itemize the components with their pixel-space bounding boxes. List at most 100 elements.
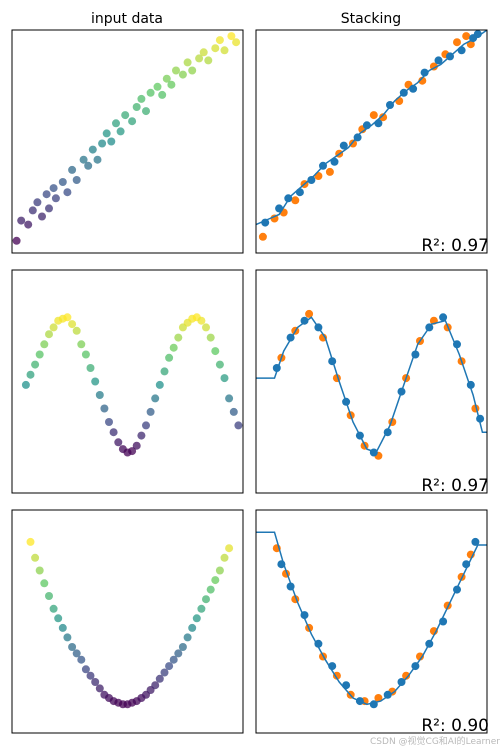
scatter-point	[146, 407, 155, 416]
scatter-point	[88, 145, 97, 154]
scatter-point	[128, 447, 137, 456]
scatter-point	[100, 404, 109, 413]
test-point	[314, 639, 323, 648]
scatter-point	[151, 681, 160, 690]
scatter-point	[42, 190, 51, 199]
scatter-point	[169, 655, 178, 664]
test-point	[471, 537, 480, 546]
scatter-point	[227, 32, 236, 41]
scatter-point	[158, 90, 167, 99]
scatter-point	[58, 178, 67, 186]
scatter-point	[178, 643, 187, 651]
panel-frame	[11, 269, 244, 494]
test-point	[434, 56, 443, 65]
scatter-point	[40, 340, 49, 349]
train-point	[319, 333, 327, 342]
test-point	[307, 176, 316, 184]
panel-sine-input	[11, 269, 244, 494]
scatter-point	[38, 212, 46, 221]
test-point	[374, 119, 383, 128]
test-point	[342, 681, 351, 690]
scatter-point	[165, 353, 174, 362]
scatter-point	[121, 111, 130, 120]
scatter-point	[72, 176, 81, 184]
scatter-point	[211, 576, 220, 585]
train-point	[395, 97, 404, 105]
scatter-point	[107, 137, 116, 146]
watermark: CSDN @视觉CG和AI的Learner	[370, 735, 500, 747]
scatter-point	[91, 377, 100, 386]
train-point	[270, 214, 279, 223]
scatter-point	[68, 643, 77, 651]
scatter-point	[183, 58, 192, 67]
scatter-point	[116, 127, 125, 136]
train-point	[374, 694, 383, 702]
scatter-point	[31, 553, 40, 562]
scatter-point	[95, 684, 104, 693]
panel-frame	[255, 269, 488, 494]
scatter-point	[167, 80, 176, 89]
test-point	[295, 188, 304, 197]
scatter-point	[202, 595, 210, 604]
column-title-stacking: Stacking	[341, 11, 401, 27]
test-point	[300, 316, 309, 325]
scatter-point	[31, 360, 40, 369]
train-point	[369, 111, 378, 120]
r2-score: R²: 0.90	[421, 716, 489, 736]
scatter-point	[225, 394, 234, 403]
scatter-point	[58, 623, 67, 632]
scatter-point	[155, 380, 164, 389]
scatter-point	[197, 316, 206, 325]
train-point	[402, 671, 411, 680]
scatter-point	[206, 333, 215, 342]
scatter-point	[109, 428, 118, 437]
scatter-point	[178, 70, 187, 79]
panel-plot-area	[255, 30, 488, 241]
scatter-point	[35, 566, 44, 575]
test-point	[330, 157, 339, 166]
panel-sine-stacking: R²: 0.97	[255, 269, 489, 496]
scatter-point	[79, 155, 88, 164]
panel-frame	[255, 29, 488, 254]
scatter-point	[40, 579, 49, 588]
test-point	[261, 218, 270, 227]
panel-plot-area	[12, 32, 241, 245]
scatter-point	[188, 623, 197, 632]
panel-grid: R²: 0.97 R²: 0.97 R²: 0.90	[11, 29, 489, 736]
scatter-point	[49, 604, 58, 613]
scatter-point	[26, 537, 35, 546]
scatter-point	[206, 585, 215, 594]
scatter-point	[35, 350, 44, 359]
train-point	[453, 38, 461, 47]
scatter-point	[114, 438, 123, 447]
scatter-point	[211, 347, 220, 356]
scatter-point	[183, 633, 192, 642]
scatter-point	[86, 671, 95, 680]
scatter-point	[160, 668, 169, 677]
scatter-point	[234, 421, 243, 430]
scatter-point	[33, 198, 42, 207]
panel-parabola-input	[11, 509, 244, 734]
scatter-point	[45, 330, 53, 339]
scatter-point	[91, 678, 100, 686]
scatter-point	[49, 184, 58, 193]
scatter-point	[211, 44, 220, 53]
test-point	[397, 678, 406, 686]
scatter-point	[162, 74, 171, 83]
scatter-point	[72, 649, 81, 658]
scatter-point	[215, 566, 224, 575]
scatter-point	[63, 188, 72, 197]
scatter-point	[174, 333, 183, 342]
scatter-point	[93, 155, 102, 164]
scatter-point	[197, 604, 206, 613]
scatter-point	[77, 655, 86, 664]
scatter-point	[172, 66, 180, 75]
scatter-point	[232, 38, 241, 47]
scatter-point	[45, 592, 53, 600]
train-point	[305, 309, 314, 318]
scatter-point	[45, 204, 53, 213]
panel-plot-area	[256, 309, 487, 460]
scatter-point	[12, 236, 21, 245]
scatter-point	[128, 117, 137, 126]
